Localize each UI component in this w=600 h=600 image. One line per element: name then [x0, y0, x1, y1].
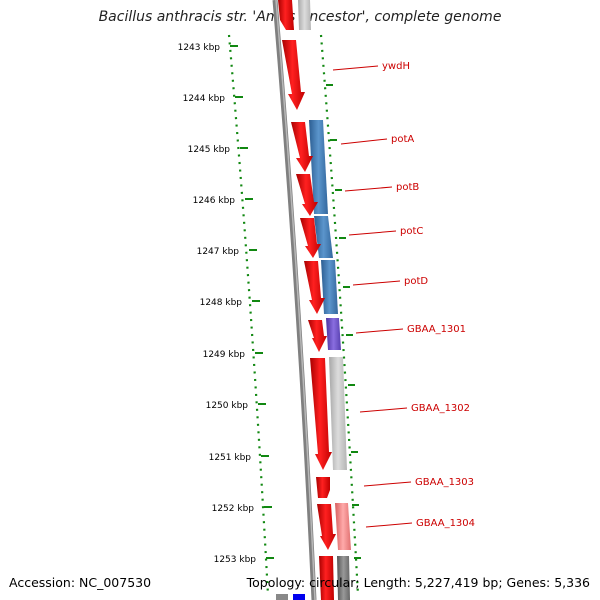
scale-tick-label: 1248 kbp	[200, 298, 243, 308]
genome-backbone	[272, 0, 317, 600]
feature-block[interactable]	[329, 357, 347, 470]
svg-text:GBAA_1302: GBAA_1302	[411, 403, 470, 414]
feature-block[interactable]	[298, 0, 311, 30]
scale-tick: 1251 kbp	[209, 453, 269, 463]
scale-tick: 1249 kbp	[203, 350, 263, 360]
scale-tick: 1252 kbp	[212, 504, 272, 514]
gene-label-potC[interactable]: potC	[348, 226, 423, 237]
feature-block[interactable]	[314, 216, 333, 258]
svg-text:ywdH: ywdH	[382, 61, 410, 72]
outer-dotted-ring	[319, 34, 360, 596]
svg-text:GBAA_1301: GBAA_1301	[407, 324, 466, 335]
feature-block[interactable]	[335, 503, 351, 550]
gene-arrow[interactable]	[296, 174, 318, 216]
scale-tick: 1245 kbp	[188, 145, 248, 155]
gene-arrow[interactable]	[304, 261, 325, 314]
gene-label-GBAA_1302[interactable]: GBAA_1302	[359, 403, 470, 414]
svg-text:potB: potB	[396, 182, 419, 193]
gene-arrow[interactable]	[319, 556, 334, 600]
scale-tick-label: 1243 kbp	[178, 43, 221, 53]
scale-tick: 1246 kbp	[193, 196, 253, 206]
accession-label: Accession: NC_007530	[9, 575, 152, 590]
scale-tick: 1244 kbp	[183, 94, 243, 104]
feature-block[interactable]	[309, 120, 328, 214]
scale-tick-label: 1250 kbp	[206, 401, 249, 411]
gene-arrow[interactable]	[278, 0, 294, 30]
feature-block[interactable]	[321, 260, 338, 314]
scale-tick: 1253 kbp	[214, 555, 274, 565]
feature-block[interactable]	[293, 594, 305, 600]
scale-tick-label: 1251 kbp	[209, 453, 252, 463]
gene-label-ywdH[interactable]: ywdH	[332, 61, 410, 72]
gene-label-GBAA_1301[interactable]: GBAA_1301	[355, 324, 466, 335]
scale-tick-label: 1247 kbp	[197, 247, 240, 257]
scale-tick-label: 1253 kbp	[214, 555, 257, 565]
gene-label-potD[interactable]: potD	[352, 276, 428, 287]
gene-arrow[interactable]	[310, 358, 332, 470]
gene-arrow[interactable]	[308, 320, 327, 352]
feature-block[interactable]	[337, 556, 350, 600]
scale-tick-label: 1252 kbp	[212, 504, 255, 514]
gene-label-GBAA_1304[interactable]: GBAA_1304	[365, 518, 475, 529]
genome-backbone-highlight	[275, 0, 316, 600]
outer-ring-ticks	[326, 84, 361, 559]
scale-tick-label: 1244 kbp	[183, 94, 226, 104]
inner-dotted-ring	[227, 34, 270, 596]
scale-tick-label: 1246 kbp	[193, 196, 236, 206]
feature-block[interactable]	[276, 594, 288, 600]
svg-text:potA: potA	[391, 134, 414, 145]
gene-arrow[interactable]	[282, 40, 305, 110]
svg-text:GBAA_1304: GBAA_1304	[416, 518, 475, 529]
gene-arrow[interactable]	[291, 122, 313, 172]
svg-text:potD: potD	[404, 276, 428, 287]
gene-label-potA[interactable]: potA	[340, 134, 414, 145]
gene-arrow[interactable]	[317, 504, 336, 550]
svg-text:GBAA_1303: GBAA_1303	[415, 477, 474, 488]
gene-arrow[interactable]	[316, 477, 330, 498]
scale-tick: 1250 kbp	[206, 401, 266, 411]
scale-tick: 1243 kbp	[178, 43, 238, 53]
scale-tick-label: 1249 kbp	[203, 350, 246, 360]
genome-summary: Topology: circular; Length: 5,227,419 bp…	[246, 575, 590, 590]
gene-arrow[interactable]	[300, 218, 321, 258]
scale-tick: 1247 kbp	[197, 247, 257, 257]
feature-block[interactable]	[326, 318, 341, 350]
gene-label-potB[interactable]: potB	[344, 182, 419, 193]
scale-tick-label: 1245 kbp	[188, 145, 231, 155]
scale-tick: 1248 kbp	[200, 298, 260, 308]
svg-text:potC: potC	[400, 226, 423, 237]
gene-label-GBAA_1303[interactable]: GBAA_1303	[363, 477, 474, 488]
